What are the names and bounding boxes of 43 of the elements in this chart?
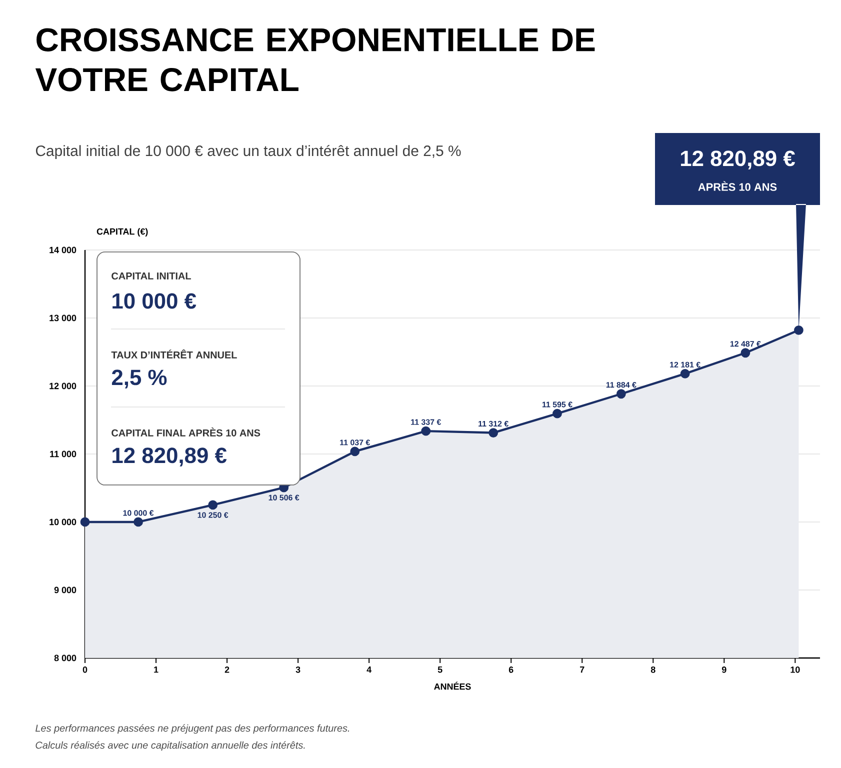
point	[794, 325, 804, 335]
point	[740, 348, 750, 358]
text: Les performances passées ne préjugent pas des performances futures.	[36, 724, 350, 734]
point	[616, 389, 626, 399]
point	[680, 368, 690, 378]
x-tick-label: 2	[224, 666, 230, 673]
text: 12 820,89 €	[680, 150, 795, 170]
x-axis-title: ANNÉES	[434, 682, 471, 690]
y-tick-label: 12 000	[50, 382, 76, 390]
x-tick-label: 10	[790, 666, 800, 673]
y-tick-label: 8 000	[54, 654, 76, 662]
annotation: 10 000 €	[112, 293, 196, 309]
x-tick-label: 1	[154, 666, 158, 673]
annotation: CAPITAL INITIAL	[112, 272, 191, 280]
y-axis-title: CAPITAL (€)	[96, 228, 148, 236]
chart-subtitle: Capital initial de 10 000 € avec un taux d’intérêt annuel de 2,5 %	[36, 144, 461, 160]
annotation: 12 820,89 €	[112, 448, 227, 466]
point	[488, 428, 498, 438]
x-tick-label: 4	[366, 666, 372, 673]
point	[80, 517, 90, 527]
x-tick-label: 3	[296, 666, 300, 673]
chart-title: CROISSANCE EXPONENTIELLE DE VOTRE CAPITAL	[35, 28, 595, 92]
y-tick-label: 9 000	[54, 586, 76, 594]
text: Calculs réalisés avec une capitalisation annuelle des intérêts.	[36, 741, 305, 751]
x-tick-label: 6	[508, 666, 514, 673]
y-tick-label: 11 000	[50, 450, 76, 458]
annotation: 2,5 %	[112, 370, 167, 388]
y-tick-label: 14 000	[50, 246, 76, 254]
x-tick-label: 0	[82, 666, 88, 673]
point	[208, 500, 218, 510]
text: APRÈS 10 ANS	[698, 181, 777, 191]
annotation: CAPITAL FINAL APRÈS 10 ANS	[112, 428, 260, 436]
x-tick-label: 5	[438, 666, 442, 673]
point	[134, 517, 143, 527]
point	[350, 446, 360, 456]
x-tick-label: 8	[650, 666, 656, 673]
annotation: TAUX D’INTÉRÊT ANNUEL	[111, 349, 237, 358]
x-tick-label: 7	[580, 666, 584, 673]
point	[552, 408, 562, 418]
y-tick-label: 10 000	[50, 518, 76, 526]
y-tick-label: 13 000	[50, 314, 76, 322]
point	[421, 426, 431, 436]
x-tick-label: 9	[722, 666, 726, 673]
